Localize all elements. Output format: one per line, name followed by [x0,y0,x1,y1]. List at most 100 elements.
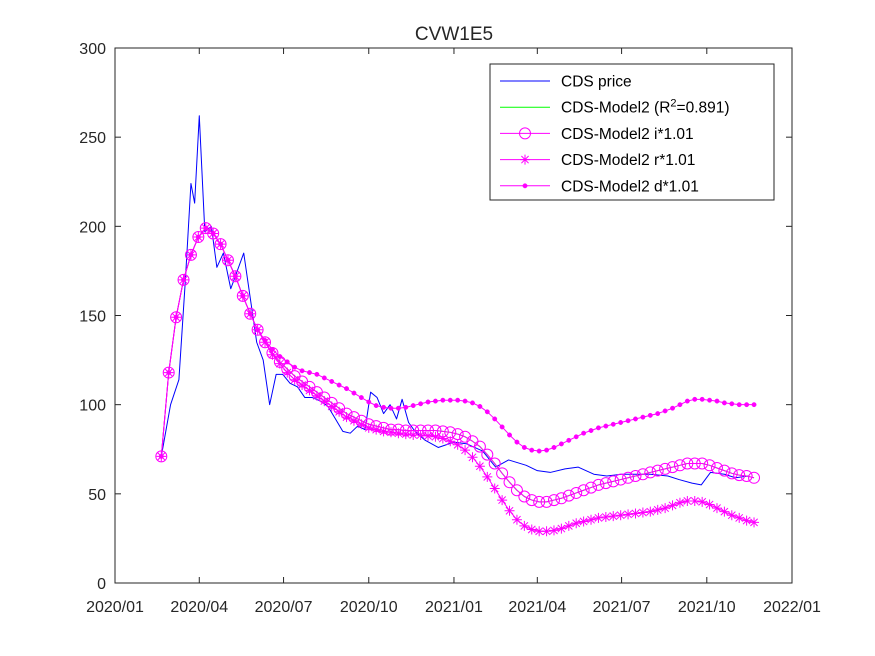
data-point [744,402,750,408]
data-point [203,225,209,231]
data-point [307,370,312,376]
data-point [748,471,761,484]
data-point [551,445,557,450]
data-point [578,516,589,527]
data-point [655,411,661,417]
data-point [571,518,582,529]
data-point [385,427,396,438]
data-point [503,476,516,489]
data-point [514,439,520,445]
data-point [277,354,283,359]
data-point [586,514,597,525]
data-point [451,428,464,441]
data-point [548,525,559,536]
data-point [614,473,627,486]
data-point [751,402,757,408]
data-point [570,486,583,499]
data-point [319,396,330,407]
data-point [173,314,179,320]
data-point [166,370,172,376]
data-point [637,507,648,518]
data-point [344,386,349,392]
data-point [170,311,183,324]
data-point [504,505,515,516]
data-point [474,461,485,472]
legend-label-superscript: 2 [670,98,676,110]
data-point [207,227,220,240]
data-point [240,293,246,299]
data-point [689,495,700,506]
series-5 [158,225,757,459]
data-point [534,526,545,537]
data-point [267,349,278,360]
data-point [482,471,493,482]
data-point [430,431,441,442]
data-point [418,401,424,407]
data-point [363,422,374,433]
data-point [711,503,722,514]
data-point [629,470,642,482]
data-point [341,412,352,423]
data-point [519,520,530,531]
data-point [181,277,186,283]
data-point [725,467,738,480]
data-point [682,495,693,506]
data-point [547,494,560,507]
data-point [585,481,598,494]
data-point [321,375,327,381]
data-point [645,506,656,517]
x-axis: 2020/01 2020/04 2020/07 2020/10 2021/01 2021/… [86,48,821,616]
data-point [525,494,538,507]
data-point [719,506,730,517]
data-point [388,405,394,411]
legend-label: CDS-Model2 r*1.01 [561,152,695,169]
data-point [736,402,742,408]
data-point [566,437,572,443]
data-point [726,510,737,521]
data-point [588,428,594,433]
data-point [484,409,490,415]
data-point [607,475,620,488]
data-point [423,430,434,441]
data-point [358,395,364,400]
data-point [221,254,234,267]
data-point [558,441,564,447]
legend-label: CDS-Model2 (R2=0.891) [561,98,730,117]
data-point [640,414,646,420]
data-point [236,289,249,302]
legend-label: CDS-Model2 i*1.01 [561,126,694,143]
data-point [518,490,531,503]
data-point [481,448,494,461]
data-point [195,234,201,240]
data-point [740,470,753,482]
legend-marker [519,127,531,140]
data-point [437,433,448,444]
data-point [577,484,590,497]
data-point [225,257,231,263]
data-point [734,512,745,523]
data-point [356,419,367,430]
data-point [282,367,293,378]
data-point [707,397,713,403]
data-point [400,429,411,440]
data-point [262,338,268,343]
data-point [652,504,663,515]
data-point [326,401,337,412]
data-point [378,426,389,437]
x-tick-label: 2021/04 [508,599,566,616]
data-point [229,270,242,283]
legend-label: CDS price [561,74,632,91]
data-point [622,471,635,484]
data-point [651,464,664,477]
data-point [415,429,426,440]
legend-marker [520,154,530,165]
data-point [718,464,731,477]
data-point [600,512,611,523]
data-point [696,457,709,470]
data-point [556,523,567,534]
data-point [625,418,631,424]
data-point [526,524,537,535]
x-tick-label: 2021/07 [593,599,651,616]
data-point [371,424,382,435]
data-point [447,397,453,403]
